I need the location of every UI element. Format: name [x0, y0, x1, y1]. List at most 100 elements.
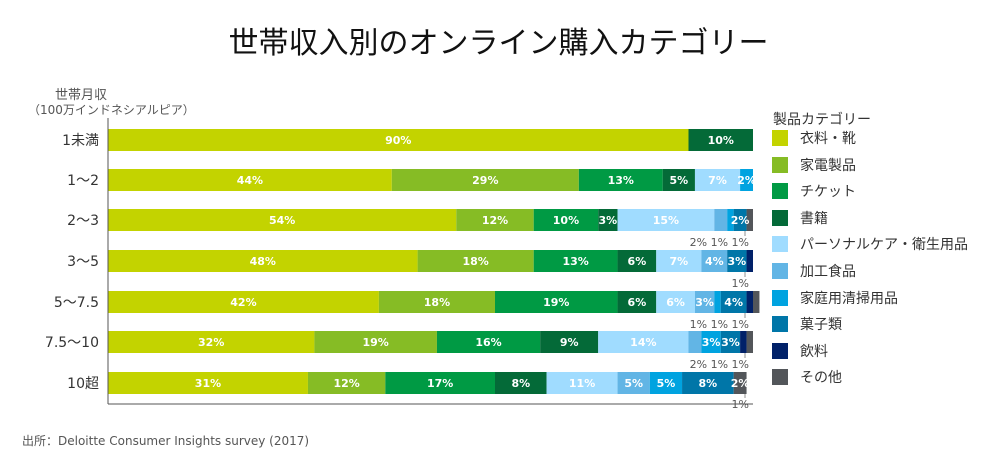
bar-segment	[108, 250, 418, 272]
data-label: 12%	[333, 377, 359, 390]
data-label: 3%	[695, 296, 714, 309]
callout-label: 1%	[732, 398, 749, 411]
bar-segment	[598, 331, 689, 353]
bar-segment	[314, 331, 437, 353]
data-label: 19%	[363, 336, 389, 349]
bar-segment	[694, 169, 741, 191]
data-label: 3%	[721, 336, 740, 349]
data-label: 48%	[250, 255, 276, 268]
data-label: 18%	[424, 296, 450, 309]
data-label: 7%	[708, 174, 727, 187]
legend-swatch	[772, 263, 788, 279]
data-label: 31%	[195, 377, 221, 390]
legend-item: 衣料・靴	[772, 128, 856, 148]
legend-item: 菓子類	[772, 314, 842, 334]
bar-segment	[740, 169, 753, 191]
bar-segment	[540, 331, 599, 353]
bar-segment	[727, 209, 734, 231]
data-label: 2%	[731, 377, 750, 390]
source-note: 出所：Deloitte Consumer Insights survey (20…	[22, 434, 310, 448]
bar-segment	[720, 331, 741, 353]
legend-swatch	[772, 183, 788, 200]
data-label: 10%	[553, 214, 579, 227]
callout-label: 1%	[732, 277, 749, 290]
legend-label: 家庭用清掃用品	[800, 290, 898, 307]
bar-segment	[701, 331, 721, 353]
callout-label: 2% 1% 1%	[690, 236, 749, 249]
data-label: 5%	[657, 377, 676, 390]
y-axis-unit-label: （100万インドネシアルピア）	[28, 103, 195, 117]
data-label: 4%	[724, 296, 743, 309]
bar-segment	[391, 169, 579, 191]
legend-item: 家電製品	[772, 155, 856, 175]
data-label: 44%	[237, 174, 263, 187]
bar-segment	[656, 250, 702, 272]
category-label: 3～5	[67, 254, 99, 270]
data-label: 3%	[702, 336, 721, 349]
bar-segment	[495, 372, 547, 394]
legend-label: 加工食品	[800, 264, 856, 280]
data-label: 29%	[472, 174, 498, 187]
data-label: 6%	[666, 296, 685, 309]
bar-segment	[746, 331, 753, 353]
bar-segment	[495, 291, 618, 313]
legend-swatch	[772, 209, 788, 226]
bar-segment	[578, 169, 663, 191]
data-label: 3%	[599, 214, 618, 227]
data-label: 10%	[708, 134, 734, 147]
legend-label: パーソナルケア・衛生用品	[800, 237, 968, 254]
legend-label: その他	[800, 370, 842, 387]
data-label: 4%	[705, 255, 724, 268]
bar-segment	[533, 209, 599, 231]
bar-segment	[740, 331, 747, 353]
category-label: 1～2	[67, 173, 99, 189]
bar-segment	[108, 209, 457, 231]
bar-segment	[682, 372, 734, 394]
legend-swatch	[772, 156, 788, 173]
data-label: 12%	[482, 214, 508, 227]
bar-segment	[746, 209, 753, 231]
data-label: 8%	[511, 377, 530, 390]
legend-label: 衣料・靴	[800, 131, 856, 147]
data-label: 32%	[198, 336, 224, 349]
category-label: 7.5～10	[45, 335, 99, 351]
bar-segment	[733, 372, 747, 394]
bar-segment	[108, 331, 315, 353]
bar-segment	[617, 209, 715, 231]
data-label: 17%	[427, 377, 453, 390]
bar-segment	[617, 291, 657, 313]
bar-segment	[753, 291, 760, 313]
bar-segment	[733, 209, 747, 231]
data-label: 42%	[230, 296, 256, 309]
bar-segment	[108, 372, 308, 394]
y-axis-label: 世帯月収	[55, 88, 108, 103]
data-label: 3%	[728, 255, 747, 268]
category-label: 10超	[67, 376, 99, 392]
data-label: 2%	[731, 214, 750, 227]
data-label: 18%	[462, 255, 488, 268]
chart-title: 世帯収入別のオンライン購入カテゴリー	[228, 26, 769, 61]
bar-segment	[436, 331, 541, 353]
legend-label: チケット	[800, 184, 856, 201]
data-label: 8%	[699, 377, 718, 390]
bar-segment	[720, 291, 747, 313]
bar-segment	[533, 250, 618, 272]
bar-segment	[385, 372, 495, 394]
legend-swatch	[772, 316, 788, 333]
data-label: 5%	[624, 377, 643, 390]
legend-item: 飲料	[772, 341, 828, 361]
bar-segment	[546, 372, 618, 394]
category-label: 2～3	[67, 213, 99, 229]
bar-segment	[598, 209, 618, 231]
legend-item: 加工食品	[772, 261, 856, 281]
legend-label: 書籍	[800, 210, 828, 227]
bar-segment	[746, 291, 753, 313]
data-label: 9%	[560, 336, 579, 349]
bar-segment	[662, 169, 695, 191]
bar-segment	[108, 169, 392, 191]
legend-swatch	[772, 236, 788, 253]
legend-label: 家電製品	[800, 157, 856, 174]
bar-segment	[108, 129, 689, 151]
data-label: 13%	[608, 174, 634, 187]
data-label: 90%	[385, 134, 411, 147]
